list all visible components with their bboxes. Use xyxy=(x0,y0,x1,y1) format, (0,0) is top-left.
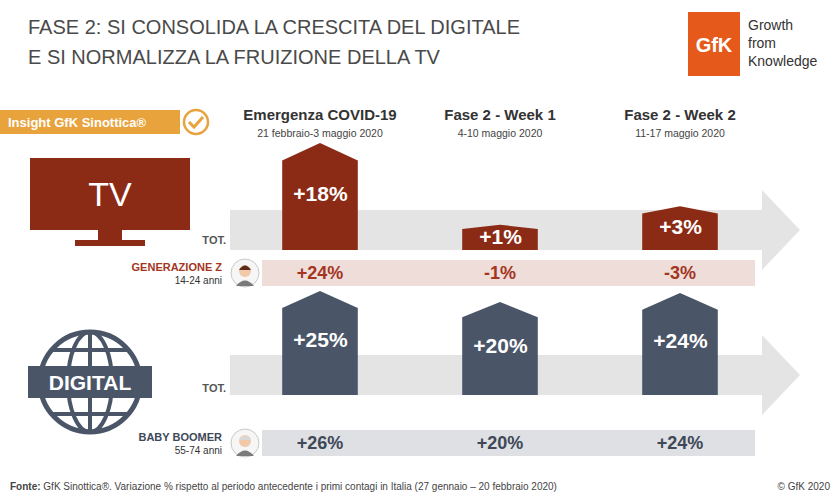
svg-text:11-17 maggio 2020: 11-17 maggio 2020 xyxy=(635,127,725,139)
svg-text:DIGITAL: DIGITAL xyxy=(49,371,132,394)
svg-text:E SI NORMALIZZA LA FRUIZIONE D: E SI NORMALIZZA LA FRUIZIONE DELLA TV xyxy=(28,46,441,68)
svg-text:Knowledge: Knowledge xyxy=(748,53,817,69)
svg-text:TV: TV xyxy=(88,175,132,213)
svg-text:Insight GfK Sinottica®: Insight GfK Sinottica® xyxy=(8,115,147,130)
svg-text:Fase 2 - Week 2: Fase 2 - Week 2 xyxy=(624,106,735,123)
svg-text:Growth: Growth xyxy=(748,17,793,33)
svg-text:-3%: -3% xyxy=(664,263,696,283)
svg-text:© GfK 2020: © GfK 2020 xyxy=(778,481,831,492)
svg-text:+24%: +24% xyxy=(657,433,704,453)
svg-text:55-74 anni: 55-74 anni xyxy=(175,445,222,456)
svg-text:GENERAZIONE Z: GENERAZIONE Z xyxy=(132,261,223,273)
svg-text:Fase 2 - Week 1: Fase 2 - Week 1 xyxy=(444,106,555,123)
svg-text:-1%: -1% xyxy=(484,263,516,283)
svg-text:TOT.: TOT. xyxy=(202,234,226,246)
svg-text:+3%: +3% xyxy=(659,215,702,238)
svg-text:+1%: +1% xyxy=(479,225,522,248)
svg-text:4-10 maggio 2020: 4-10 maggio 2020 xyxy=(458,127,543,139)
svg-text:+25%: +25% xyxy=(293,328,348,351)
svg-text:+20%: +20% xyxy=(473,334,528,357)
svg-text:+24%: +24% xyxy=(297,263,344,283)
svg-text:21 febbraio-3 maggio 2020: 21 febbraio-3 maggio 2020 xyxy=(257,127,383,139)
svg-text:+24%: +24% xyxy=(653,329,708,352)
svg-text:Fonte: GfK Sinottica®. Variazi: Fonte: GfK Sinottica®. Variazione % risp… xyxy=(10,481,557,492)
svg-text:+18%: +18% xyxy=(293,182,348,205)
svg-text:FASE 2: SI CONSOLIDA LA CRESCI: FASE 2: SI CONSOLIDA LA CRESCITA DEL DIG… xyxy=(28,16,520,38)
svg-text:GfK: GfK xyxy=(696,34,733,56)
svg-text:14-24 anni: 14-24 anni xyxy=(175,275,222,286)
svg-text:TOT.: TOT. xyxy=(202,382,226,394)
svg-text:+26%: +26% xyxy=(297,433,344,453)
svg-text:BABY BOOMER: BABY BOOMER xyxy=(138,431,222,443)
svg-text:Emergenza COVID-19: Emergenza COVID-19 xyxy=(243,106,396,123)
svg-text:+20%: +20% xyxy=(477,433,524,453)
svg-text:from: from xyxy=(748,35,776,51)
